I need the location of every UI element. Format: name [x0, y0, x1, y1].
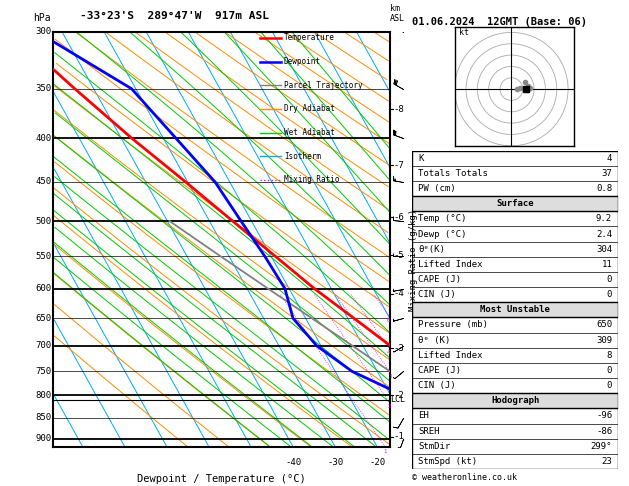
- Text: 450: 450: [36, 177, 52, 187]
- Text: 0: 0: [607, 381, 612, 390]
- Text: CIN (J): CIN (J): [418, 290, 456, 299]
- Text: 600: 600: [36, 284, 52, 293]
- Text: -4: -4: [393, 289, 404, 298]
- Text: 800: 800: [36, 391, 52, 400]
- Text: 0: 0: [607, 366, 612, 375]
- Text: Dry Adiabat: Dry Adiabat: [284, 104, 335, 113]
- Text: Lifted Index: Lifted Index: [418, 260, 482, 269]
- Text: 0: 0: [607, 275, 612, 284]
- Text: Most Unstable: Most Unstable: [480, 305, 550, 314]
- Text: -6: -6: [393, 213, 404, 222]
- Text: Dewpoint / Temperature (°C): Dewpoint / Temperature (°C): [137, 474, 306, 484]
- Text: -8: -8: [393, 105, 404, 114]
- Text: hPa: hPa: [33, 13, 51, 23]
- Text: -40: -40: [285, 457, 301, 467]
- Text: -96: -96: [596, 412, 612, 420]
- Text: 650: 650: [596, 320, 612, 330]
- Text: K: K: [418, 154, 423, 163]
- Text: Mixing Ratio: Mixing Ratio: [284, 175, 340, 184]
- Text: 6: 6: [387, 318, 391, 323]
- Text: 304: 304: [596, 244, 612, 254]
- Text: -2: -2: [393, 391, 404, 400]
- Text: CAPE (J): CAPE (J): [418, 366, 461, 375]
- Text: Dewp (°C): Dewp (°C): [418, 229, 467, 239]
- Text: Pressure (mb): Pressure (mb): [418, 320, 488, 330]
- Text: Temp (°C): Temp (°C): [418, 214, 467, 224]
- Text: -86: -86: [596, 427, 612, 435]
- Text: 500: 500: [36, 216, 52, 226]
- Text: 2.4: 2.4: [596, 229, 612, 239]
- Text: 700: 700: [36, 341, 52, 350]
- Text: -5: -5: [393, 250, 404, 260]
- Text: 11: 11: [601, 260, 612, 269]
- Text: StmSpd (kt): StmSpd (kt): [418, 457, 477, 466]
- Text: 3: 3: [388, 374, 392, 379]
- Text: km
ASL: km ASL: [390, 4, 405, 23]
- Text: PW (cm): PW (cm): [418, 184, 456, 193]
- Text: Isotherm: Isotherm: [284, 152, 321, 161]
- Text: θᵉ (K): θᵉ (K): [418, 336, 450, 345]
- Text: CAPE (J): CAPE (J): [418, 275, 461, 284]
- Text: SREH: SREH: [418, 427, 440, 435]
- Text: Dewpoint: Dewpoint: [284, 57, 321, 66]
- Text: 9.2: 9.2: [596, 214, 612, 224]
- Text: 299°: 299°: [591, 442, 612, 451]
- Text: 1: 1: [384, 449, 387, 454]
- Text: 01.06.2024  12GMT (Base: 06): 01.06.2024 12GMT (Base: 06): [412, 17, 587, 27]
- Text: 4: 4: [607, 154, 612, 163]
- Text: Parcel Trajectory: Parcel Trajectory: [284, 81, 362, 90]
- Text: © weatheronline.co.uk: © weatheronline.co.uk: [412, 473, 517, 482]
- Text: 350: 350: [36, 84, 52, 93]
- Text: -33°23'S  289°47'W  917m ASL: -33°23'S 289°47'W 917m ASL: [81, 11, 269, 21]
- Text: Surface: Surface: [496, 199, 534, 208]
- Text: 8: 8: [607, 351, 612, 360]
- Text: 0.8: 0.8: [596, 184, 612, 193]
- Text: Temperature: Temperature: [284, 34, 335, 42]
- Text: 0: 0: [607, 290, 612, 299]
- Text: 850: 850: [36, 413, 52, 422]
- Text: 650: 650: [36, 314, 52, 323]
- Text: 37: 37: [601, 169, 612, 178]
- Text: -1: -1: [393, 433, 404, 441]
- Text: Hodograph: Hodograph: [491, 396, 539, 405]
- Text: 2: 2: [387, 404, 391, 409]
- Text: 23: 23: [601, 457, 612, 466]
- Text: 309: 309: [596, 336, 612, 345]
- Text: -3: -3: [393, 344, 404, 353]
- Text: 300: 300: [36, 27, 52, 36]
- Text: 4: 4: [387, 350, 391, 355]
- Text: 750: 750: [36, 367, 52, 376]
- Text: 400: 400: [36, 134, 52, 143]
- Text: -30: -30: [327, 457, 343, 467]
- Text: StmDir: StmDir: [418, 442, 450, 451]
- Text: Totals Totals: Totals Totals: [418, 169, 488, 178]
- Text: Lifted Index: Lifted Index: [418, 351, 482, 360]
- Text: -7: -7: [393, 160, 404, 170]
- Text: 900: 900: [36, 434, 52, 443]
- Text: kt: kt: [459, 28, 469, 36]
- Text: 550: 550: [36, 252, 52, 261]
- Text: -20: -20: [369, 457, 386, 467]
- Text: LCL: LCL: [391, 396, 405, 404]
- Text: EH: EH: [418, 412, 429, 420]
- Text: CIN (J): CIN (J): [418, 381, 456, 390]
- Text: θᵉ(K): θᵉ(K): [418, 244, 445, 254]
- Text: Mixing Ratio (g/kg): Mixing Ratio (g/kg): [409, 209, 418, 311]
- Text: Wet Adiabat: Wet Adiabat: [284, 128, 335, 137]
